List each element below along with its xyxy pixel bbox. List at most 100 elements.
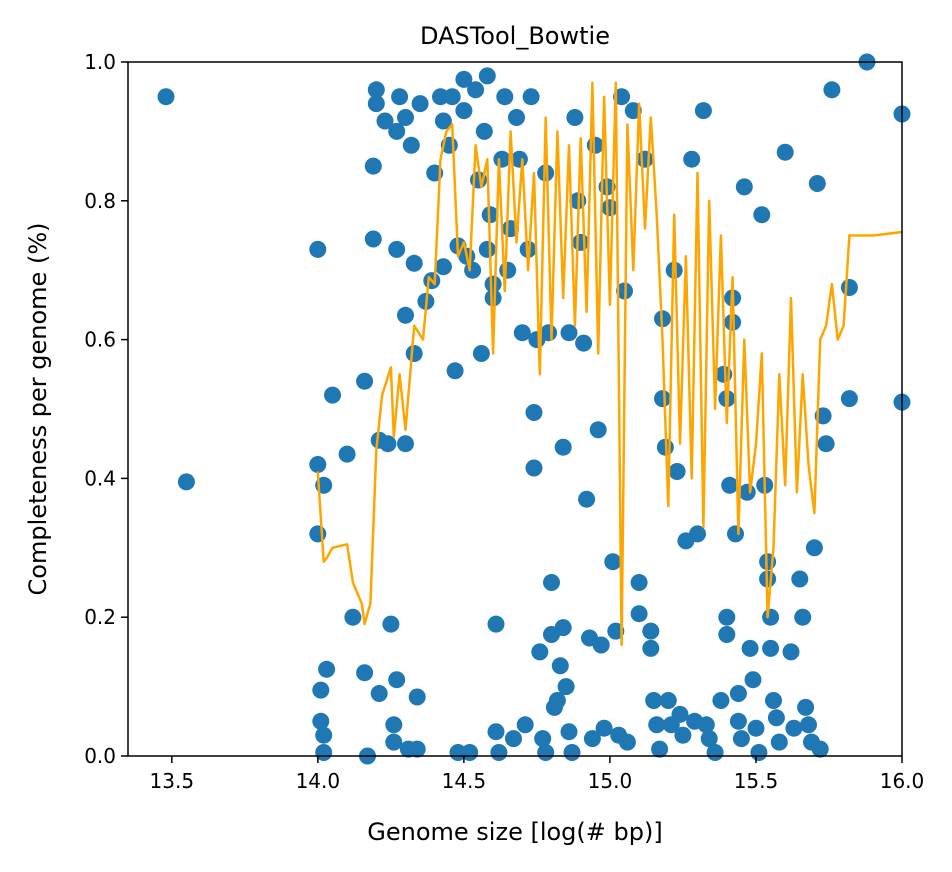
scatter-point xyxy=(762,608,780,626)
scatter-point xyxy=(309,525,327,543)
scatter-point xyxy=(642,639,660,657)
scatter-point xyxy=(744,671,762,689)
scatter-point xyxy=(356,372,374,390)
scatter-point xyxy=(721,476,739,494)
scatter-point xyxy=(513,324,531,342)
scatter-point xyxy=(642,622,660,640)
scatter-point xyxy=(508,109,525,126)
scatter-point xyxy=(651,740,669,758)
scatter-point xyxy=(478,67,496,85)
scatter-point xyxy=(455,70,473,88)
scatter-point xyxy=(318,660,336,678)
scatter-point xyxy=(589,421,607,439)
scatter-point xyxy=(560,723,578,741)
x-axis: 13.5 14.0 14.5 15.0 15.5 16.0 xyxy=(150,756,925,793)
scatter-point xyxy=(464,261,482,279)
scatter-point xyxy=(750,744,768,761)
scatter-point xyxy=(566,109,584,126)
scatter-point xyxy=(490,744,508,761)
scatter-point xyxy=(785,719,803,737)
scatter-point xyxy=(388,240,406,258)
scatter-point xyxy=(741,639,759,657)
scatter-point xyxy=(791,570,809,588)
scatter-point xyxy=(762,639,780,657)
scatter-point xyxy=(432,88,449,106)
scatter-point xyxy=(551,657,569,675)
scatter-point xyxy=(364,157,382,175)
scatter-point xyxy=(309,240,327,258)
scatter-point xyxy=(376,112,394,130)
scatter-point xyxy=(487,723,505,741)
scatter-point xyxy=(516,716,534,734)
scatter-point xyxy=(397,109,414,126)
scatter-point xyxy=(534,730,552,748)
scatter-point xyxy=(338,445,356,463)
scatter-point xyxy=(157,88,175,106)
scatter-point xyxy=(712,692,730,709)
line-layer xyxy=(316,81,903,647)
scatter-point xyxy=(601,199,619,217)
scatter-point xyxy=(674,726,692,744)
scatter-point xyxy=(729,685,747,702)
scatter-point xyxy=(496,88,514,106)
scatter-point xyxy=(645,692,663,709)
scatter-point xyxy=(537,164,555,182)
plot-area-frame xyxy=(127,61,903,757)
scatter-point xyxy=(557,678,575,696)
scatter-point xyxy=(732,730,750,748)
scatter-point xyxy=(770,733,788,751)
scatter-point xyxy=(397,435,414,453)
scatter-point xyxy=(382,615,400,633)
scatter-point xyxy=(484,289,502,307)
y-tick-label: 0.8 xyxy=(84,189,116,213)
scatter-point xyxy=(312,681,330,699)
scatter-point xyxy=(782,643,800,661)
scatter-point xyxy=(794,608,812,626)
scatter-point xyxy=(484,275,502,293)
scatter-point xyxy=(604,553,622,571)
x-tick-label: 15.0 xyxy=(588,769,633,793)
y-axis: 0.0 0.2 0.4 0.6 0.8 1.0 xyxy=(84,50,128,768)
scatter-point xyxy=(689,525,706,543)
scatter-point xyxy=(364,230,382,248)
scatter-point xyxy=(811,740,829,758)
scatter-point xyxy=(563,744,581,761)
scatter-point xyxy=(636,150,654,168)
scatter-point xyxy=(344,608,362,626)
y-tick-label: 1.0 xyxy=(84,50,116,74)
x-tick-label: 16.0 xyxy=(880,769,925,793)
scatter-point xyxy=(706,744,724,761)
scatter-point xyxy=(607,622,625,640)
scatter-point xyxy=(648,716,666,734)
scatter-point xyxy=(697,716,715,734)
scatter-point xyxy=(575,334,593,352)
scatter-point xyxy=(694,102,712,120)
scatter-point xyxy=(595,719,613,737)
x-tick-label: 14.5 xyxy=(442,769,487,793)
scatter-point xyxy=(767,709,785,727)
scatter-point xyxy=(583,730,601,748)
scatter-point xyxy=(735,178,753,196)
scatter-point xyxy=(411,95,429,113)
chart-title: DASTool_Bowtie xyxy=(420,22,610,50)
trend-line xyxy=(316,81,903,647)
scatter-point xyxy=(370,685,388,702)
scatter-point xyxy=(367,81,385,99)
scatter-point xyxy=(671,705,689,723)
scatter-point xyxy=(385,716,403,734)
scatter-point xyxy=(472,345,490,362)
scatter-point xyxy=(478,240,496,258)
scatter-point xyxy=(402,136,420,154)
scatter-point xyxy=(554,438,572,456)
scatter-point xyxy=(434,112,452,130)
scatter-point xyxy=(408,688,426,706)
scatter-point xyxy=(797,698,815,716)
scatter-point xyxy=(475,122,493,140)
scatter-point xyxy=(324,386,341,404)
y-tick-label: 0.4 xyxy=(84,466,116,490)
scatter-point xyxy=(554,619,572,637)
scatter-point xyxy=(659,692,677,709)
scatter-point xyxy=(540,324,558,342)
scatter-point xyxy=(446,362,464,380)
